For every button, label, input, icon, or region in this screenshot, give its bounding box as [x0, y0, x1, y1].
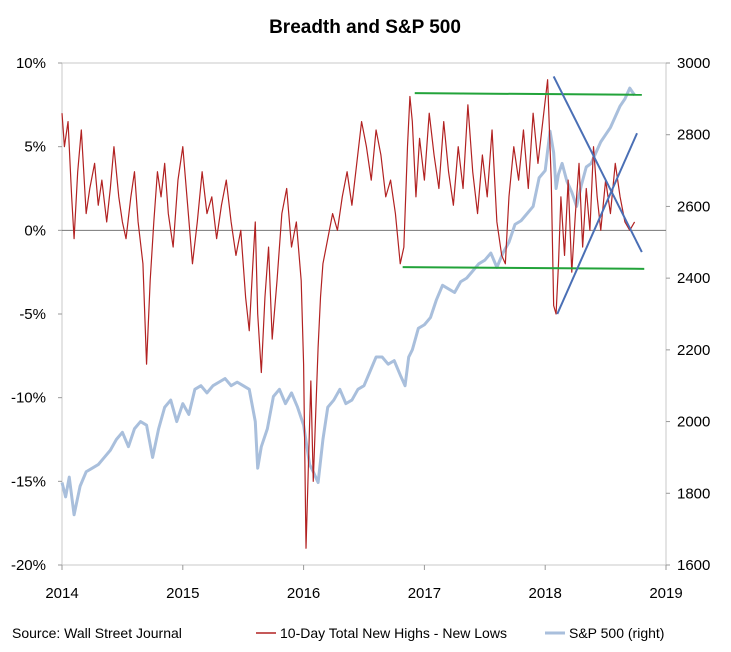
right-axis: 3000 2800 2600 2400 2200 2000 1800 1600 [666, 55, 710, 574]
x-tick-label: 2015 [166, 585, 199, 602]
right-tick-label: 1800 [677, 485, 710, 502]
left-tick-label: 5% [24, 139, 46, 156]
series-line-breadth [61, 79, 636, 549]
right-tick-label: 1600 [677, 557, 710, 574]
plot-area [61, 62, 667, 566]
range-line [414, 92, 642, 96]
x-tick-label: 2016 [287, 585, 320, 602]
right-tick-label: 2400 [677, 270, 710, 287]
right-tick-label: 3000 [677, 55, 710, 72]
left-tick-label: -10% [11, 390, 46, 407]
legend: 10-Day Total New Highs - New Lows S&P 50… [256, 625, 664, 641]
wedge-line [556, 132, 638, 315]
x-tick-label: 2014 [45, 585, 78, 602]
right-tick-label: 2600 [677, 198, 710, 215]
left-tick-label: -15% [11, 473, 46, 490]
right-tick-label: 2800 [677, 127, 710, 144]
x-axis: 2014 2015 2016 2017 2018 2019 [45, 565, 683, 602]
trend-annotations [402, 75, 645, 315]
left-axis: 10% 5% 0% -5% -10% -15% -20% [11, 55, 62, 574]
legend-label-breadth: 10-Day Total New Highs - New Lows [280, 625, 507, 641]
source-note: Source: Wall Street Journal [12, 625, 182, 641]
x-tick-label: 2017 [408, 585, 441, 602]
left-tick-label: 0% [24, 222, 46, 239]
left-tick-label: 10% [16, 55, 46, 72]
left-tick-label: -5% [19, 306, 46, 323]
wedge-line [552, 75, 643, 253]
legend-label-spx: S&P 500 (right) [569, 625, 664, 641]
right-tick-label: 2000 [677, 414, 710, 431]
x-tick-label: 2018 [529, 585, 562, 602]
chart-title: Breadth and S&P 500 [269, 17, 461, 38]
range-line [402, 266, 645, 270]
x-tick-label: 2019 [649, 585, 682, 602]
right-tick-label: 2200 [677, 342, 710, 359]
series-line-spx [60, 86, 636, 517]
left-tick-label: -20% [11, 557, 46, 574]
